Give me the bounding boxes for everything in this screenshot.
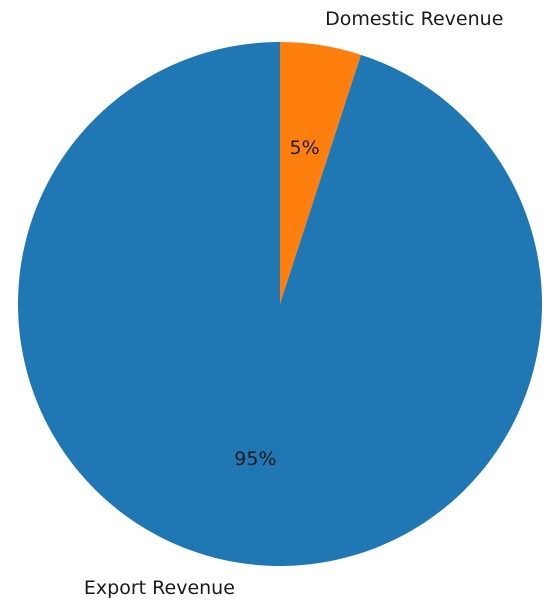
category-label: Domestic Revenue xyxy=(325,8,503,30)
pie-labels: Domestic Revenue 5% Export Revenue 95% xyxy=(84,8,503,599)
pie-slice-domestic-revenue xyxy=(280,42,361,304)
pie-slices xyxy=(18,42,543,566)
pie-slice-export-revenue xyxy=(18,42,543,566)
percentage-label: 5% xyxy=(290,137,320,159)
percentage-label: 95% xyxy=(234,448,276,470)
category-label: Export Revenue xyxy=(84,577,235,599)
